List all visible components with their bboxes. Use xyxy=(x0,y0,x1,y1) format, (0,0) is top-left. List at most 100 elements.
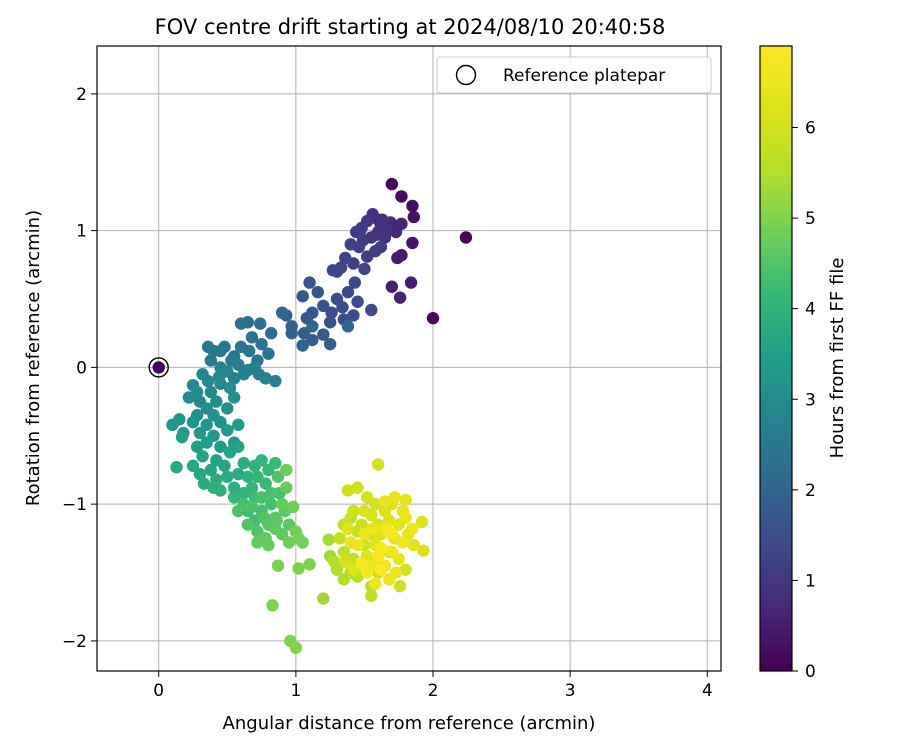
y-tick-label: −2 xyxy=(62,632,87,652)
data-point xyxy=(360,491,374,504)
data-point xyxy=(389,566,403,579)
data-point xyxy=(297,326,311,340)
data-point xyxy=(303,276,316,289)
data-point xyxy=(193,467,207,481)
x-tick-label: 3 xyxy=(565,681,576,701)
data-point xyxy=(347,563,360,576)
data-point xyxy=(348,276,362,289)
data-point xyxy=(355,518,368,531)
data-point xyxy=(369,497,382,511)
data-point xyxy=(255,491,268,504)
data-point xyxy=(214,377,227,391)
data-point xyxy=(190,440,204,453)
colorbar-tick-label: 1 xyxy=(805,571,816,591)
plot-frame xyxy=(96,45,722,672)
x-tick-label: 2 xyxy=(428,681,439,701)
colorbar-tick-label: 6 xyxy=(805,119,816,139)
data-point xyxy=(232,467,245,481)
data-point xyxy=(296,339,309,352)
data-point xyxy=(406,236,419,250)
legend-marker-icon xyxy=(455,64,477,86)
data-point xyxy=(323,337,337,351)
data-point xyxy=(292,562,305,575)
data-point xyxy=(234,340,248,354)
data-point xyxy=(347,309,360,322)
data-point xyxy=(399,493,412,507)
data-point xyxy=(317,299,330,313)
y-axis-ticks: −2 −1 0 1 2 xyxy=(62,85,97,652)
data-point xyxy=(166,418,179,432)
data-point xyxy=(275,497,289,511)
data-point xyxy=(341,484,355,497)
data-point xyxy=(378,495,392,508)
data-point xyxy=(262,347,275,360)
data-point xyxy=(282,536,296,549)
y-axis-label: Rotation from reference (arcmin) xyxy=(23,210,44,506)
data-point xyxy=(266,599,279,612)
data-point xyxy=(306,320,319,333)
data-point xyxy=(351,295,364,308)
data-point xyxy=(214,440,227,453)
data-point xyxy=(303,558,316,571)
data-point xyxy=(262,538,275,552)
data-point xyxy=(374,563,388,576)
data-point xyxy=(269,374,282,388)
data-point xyxy=(365,589,378,602)
data-point xyxy=(393,291,407,304)
data-point xyxy=(241,518,255,531)
data-point xyxy=(351,538,364,552)
grid-lines xyxy=(97,46,721,671)
data-point xyxy=(366,522,379,535)
data-point xyxy=(351,481,364,494)
data-point xyxy=(395,190,408,203)
data-point xyxy=(221,402,234,415)
data-point xyxy=(186,459,200,473)
data-point xyxy=(391,251,404,265)
data-point xyxy=(221,424,234,437)
data-point xyxy=(227,491,241,504)
data-point xyxy=(269,456,282,470)
data-point xyxy=(399,563,412,576)
data-point xyxy=(371,458,385,471)
data-point xyxy=(204,463,218,477)
data-point xyxy=(255,454,268,467)
chart-title: FOV centre drift starting at 2024/08/10 … xyxy=(155,15,666,39)
data-point xyxy=(207,481,220,494)
data-point xyxy=(170,461,183,474)
data-point xyxy=(306,333,319,347)
data-point xyxy=(380,522,393,535)
colorbar-tick-label: 2 xyxy=(805,481,816,501)
data-point xyxy=(389,225,403,239)
data-point xyxy=(360,566,374,579)
data-point xyxy=(197,477,211,490)
data-point xyxy=(190,385,204,399)
data-point xyxy=(385,177,399,191)
data-point xyxy=(417,544,430,557)
data-point xyxy=(259,477,272,490)
data-point xyxy=(251,470,264,483)
colorbar-tick-label: 3 xyxy=(805,390,816,410)
data-point xyxy=(251,525,264,538)
colorbar xyxy=(759,45,793,672)
data-point xyxy=(193,426,207,440)
data-point xyxy=(200,436,213,449)
data-point xyxy=(369,577,382,590)
x-tick-label: 1 xyxy=(290,681,301,701)
x-tick-label: 0 xyxy=(153,681,164,701)
x-tick-label: 4 xyxy=(702,681,713,701)
data-point xyxy=(323,316,337,329)
colorbar-tick-label: 0 xyxy=(805,662,816,682)
data-point xyxy=(254,317,267,330)
data-point xyxy=(289,641,303,654)
data-point xyxy=(264,326,278,340)
data-points xyxy=(148,177,473,654)
data-point xyxy=(355,556,368,570)
data-point xyxy=(245,481,259,494)
data-point xyxy=(407,538,420,552)
data-point xyxy=(404,276,418,289)
data-point xyxy=(337,545,351,559)
data-point xyxy=(280,463,293,477)
data-point xyxy=(406,522,419,535)
data-point xyxy=(259,372,272,385)
